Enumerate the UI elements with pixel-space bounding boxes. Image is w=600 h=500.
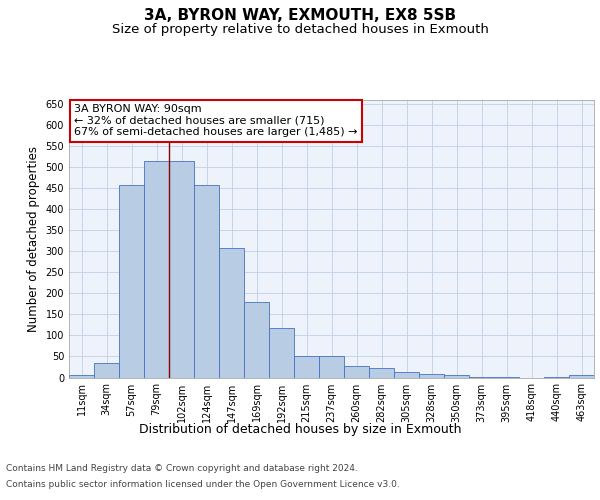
- Bar: [144, 161, 169, 378]
- Bar: [444, 376, 469, 378]
- Bar: [69, 374, 94, 378]
- Bar: [344, 366, 369, 378]
- Bar: [369, 368, 394, 378]
- Text: Size of property relative to detached houses in Exmouth: Size of property relative to detached ho…: [112, 22, 488, 36]
- Bar: [94, 363, 119, 378]
- Bar: [319, 356, 344, 378]
- Bar: [219, 248, 244, 378]
- Text: 3A BYRON WAY: 90sqm
← 32% of detached houses are smaller (715)
67% of semi-detac: 3A BYRON WAY: 90sqm ← 32% of detached ho…: [74, 104, 358, 138]
- Bar: [419, 374, 444, 378]
- Bar: [244, 302, 269, 378]
- Bar: [294, 356, 319, 378]
- Bar: [394, 372, 419, 378]
- Bar: [169, 161, 194, 378]
- Text: Contains public sector information licensed under the Open Government Licence v3: Contains public sector information licen…: [6, 480, 400, 489]
- Bar: [544, 376, 569, 378]
- Text: 3A, BYRON WAY, EXMOUTH, EX8 5SB: 3A, BYRON WAY, EXMOUTH, EX8 5SB: [144, 8, 456, 22]
- Bar: [194, 186, 219, 378]
- Bar: [494, 376, 519, 378]
- Text: Contains HM Land Registry data © Crown copyright and database right 2024.: Contains HM Land Registry data © Crown c…: [6, 464, 358, 473]
- Bar: [119, 186, 144, 378]
- Bar: [469, 376, 494, 378]
- Bar: [569, 376, 594, 378]
- Y-axis label: Number of detached properties: Number of detached properties: [27, 146, 40, 332]
- Text: Distribution of detached houses by size in Exmouth: Distribution of detached houses by size …: [139, 422, 461, 436]
- Bar: [269, 328, 294, 378]
